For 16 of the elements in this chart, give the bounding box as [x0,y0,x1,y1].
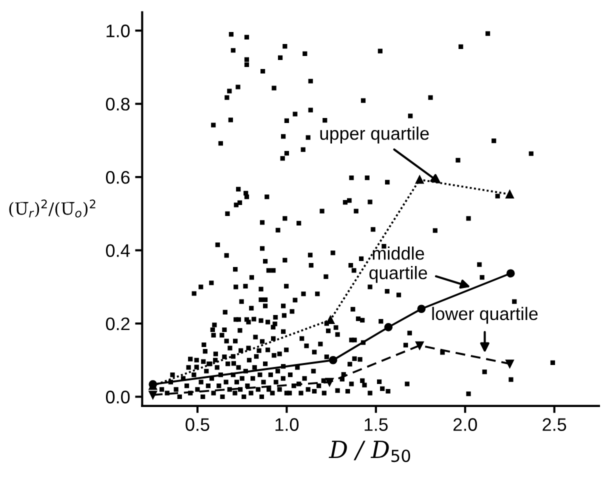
x-axis-title: D / D$_{50}$ [328,440,410,462]
x-tick-label: 2.0 [453,418,477,431]
y-axis-title: (U̅$_{r}$)$^{2}$/(U̅$_{o}$)$^{2}$ [9,200,96,218]
y-tick-label: 0.0 [106,390,130,404]
x-tick-label: 0.5 [186,418,210,431]
x-tick-label: 2.5 [542,418,566,431]
annotation: middle quartile [369,246,428,283]
x-tick-label: 1.5 [364,418,388,431]
annotation: lower quartile [432,306,538,324]
x-tick-label: 1.0 [276,418,299,431]
y-tick-label: 0.6 [106,170,130,184]
annotation: upper quartile [320,126,429,144]
y-tick-label: 0.2 [106,317,130,330]
y-tick-label: 0.8 [106,98,130,111]
y-tick-label: 1.0 [106,24,130,38]
y-tick-label: 0.4 [106,244,130,258]
